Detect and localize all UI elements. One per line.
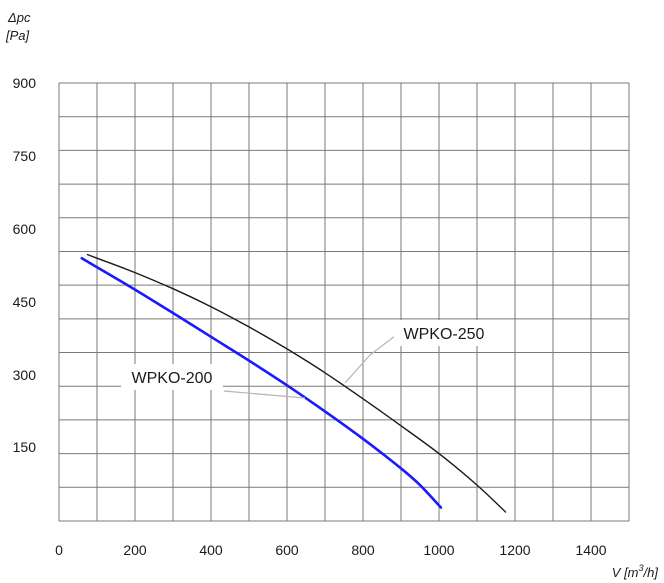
y-tick-label: 450 <box>13 294 37 310</box>
x-tick-label: 800 <box>351 542 375 558</box>
y-axis-unit: [Pa] <box>5 28 30 43</box>
x-tick-label: 1000 <box>423 542 454 558</box>
x-tick-label: 600 <box>275 542 299 558</box>
series-label-text: WPKO-250 <box>404 326 485 343</box>
series-label-text: WPKO-200 <box>132 370 213 387</box>
label-leaders <box>223 335 396 399</box>
y-tick-label: 900 <box>13 75 37 91</box>
x-tick-label: 400 <box>199 542 223 558</box>
series-label-wpko-200: WPKO-200 <box>121 364 223 390</box>
series-label-box <box>394 320 494 346</box>
series-label-box <box>121 364 223 390</box>
y-tick-label: 150 <box>13 439 37 455</box>
x-axis-unit-sup: 3 <box>639 563 644 573</box>
y-tick-labels: 150 300 450 600 750 900 <box>13 75 37 455</box>
x-axis-unit-open: [m <box>623 565 639 580</box>
x-axis-label: V [m3/h] <box>612 563 659 580</box>
y-tick-label: 300 <box>13 367 37 383</box>
y-tick-label: 600 <box>13 221 37 237</box>
y-tick-label: 750 <box>13 148 37 164</box>
series-line-wpko-200 <box>80 256 443 509</box>
x-tick-label: 200 <box>123 542 147 558</box>
x-tick-label: 0 <box>55 542 63 558</box>
x-tick-labels: 0 200 400 600 800 1000 1200 1400 <box>55 542 607 558</box>
x-axis-unit-close: /h] <box>643 565 659 580</box>
series <box>80 253 507 513</box>
x-tick-label: 1200 <box>499 542 530 558</box>
series-label-wpko-250: WPKO-250 <box>394 320 494 346</box>
grid <box>58 82 630 522</box>
y-axis-symbol: Δpc <box>7 10 31 25</box>
series-line-wpko-250 <box>86 253 507 513</box>
x-axis-symbol: V <box>612 565 622 580</box>
x-tick-label: 1400 <box>575 542 606 558</box>
leader-line-wpko-250 <box>344 335 396 384</box>
leader-line-wpko-200 <box>223 390 306 399</box>
